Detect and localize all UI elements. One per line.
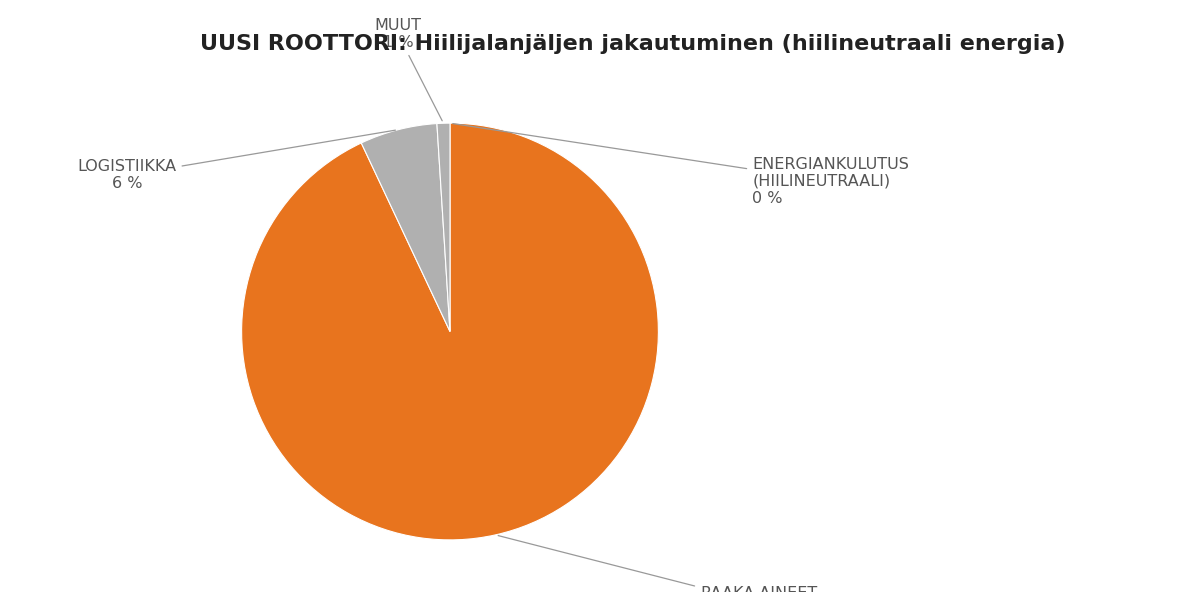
Text: UUSI ROOTTORI: Hiilijalanjäljen jakautuminen (hiilineutraali energia): UUSI ROOTTORI: Hiilijalanjäljen jakautum… [200,34,1066,54]
Text: LOGISTIIKKA
6 %: LOGISTIIKKA 6 % [78,130,396,191]
Wedge shape [361,124,450,332]
Wedge shape [241,123,659,540]
Text: MUUT
1 %: MUUT 1 % [374,18,442,121]
Text: RAAKA-AINEET
93 %: RAAKA-AINEET 93 % [498,536,817,592]
Text: ENERGIANKULUTUS
(HIILINEUTRAALI)
0 %: ENERGIANKULUTUS (HIILINEUTRAALI) 0 % [452,124,910,207]
Wedge shape [437,123,450,332]
